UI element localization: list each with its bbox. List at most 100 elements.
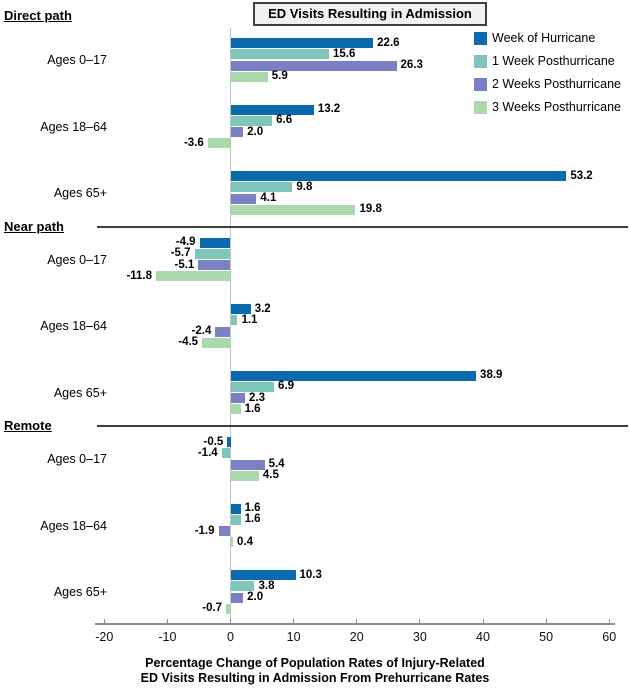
- bar: [226, 603, 231, 614]
- bar-value-label: 15.6: [332, 47, 356, 60]
- bar-value-label: 1.6: [244, 402, 261, 415]
- zero-baseline: [230, 28, 231, 624]
- bar-value-label: 1.1: [241, 313, 258, 326]
- bar: [230, 459, 265, 470]
- bar-value-label: -4.5: [178, 336, 199, 349]
- bar-value-label: 1.6: [244, 513, 261, 526]
- bar-value-label: -0.7: [202, 602, 223, 615]
- legend-swatch-icon: [474, 78, 487, 91]
- bar-value-label: 53.2: [570, 169, 593, 182]
- x-tick: [482, 619, 484, 624]
- age-label: Ages 0–17: [47, 452, 107, 466]
- section-divider-remote: [97, 425, 628, 427]
- age-label: Ages 18–64: [40, 518, 107, 533]
- bar: [230, 204, 356, 215]
- bar-value-label: -2.4: [191, 325, 212, 338]
- x-tick-label: 0: [227, 630, 234, 644]
- bar: [230, 381, 275, 392]
- bar: [230, 393, 246, 404]
- x-tick-label: 40: [476, 630, 490, 644]
- bar: [230, 127, 244, 138]
- bar-value-label: 22.6: [377, 36, 400, 49]
- legend-swatch-icon: [474, 55, 487, 68]
- age-label: Ages 65+: [53, 385, 107, 400]
- bar: [221, 448, 231, 459]
- bar-value-label: 9.8: [296, 180, 313, 193]
- bar-value-label: -5.7: [170, 247, 191, 260]
- bar-value-label: 1.6: [244, 502, 261, 514]
- x-tick: [419, 619, 421, 624]
- bar-value-label: 26.3: [400, 59, 423, 72]
- bar: [230, 49, 329, 60]
- x-tick-label: 20: [349, 630, 364, 644]
- bar: [230, 115, 273, 126]
- x-tick-label: 10: [286, 630, 301, 644]
- bar-value-label: 2.3: [249, 391, 266, 404]
- bar: [230, 537, 234, 548]
- x-tick: [356, 619, 358, 624]
- bar: [230, 193, 257, 204]
- x-tick: [545, 619, 547, 624]
- bar-value-label: 38.9: [480, 369, 503, 381]
- x-axis-title-line1: Percentage Change of Population Rates of…: [145, 656, 485, 670]
- bar: [230, 470, 259, 481]
- bar-value-label: 2.0: [247, 125, 264, 138]
- bar: [230, 304, 251, 314]
- x-tick-label: -20: [95, 630, 114, 644]
- legend: Week of Hurricane 1 Week Posthurricane 2 W…: [474, 31, 630, 151]
- section-divider-near-path: [97, 225, 628, 228]
- bar: [230, 592, 244, 603]
- bar: [198, 260, 231, 271]
- bar-value-label: -1.4: [197, 446, 218, 459]
- x-tick-label: 50: [539, 630, 554, 644]
- bar: [218, 526, 231, 537]
- bar-value-label: -5.1: [174, 258, 195, 271]
- bar-value-label: -3.6: [183, 136, 204, 149]
- bar-value-label: 6.6: [276, 114, 293, 127]
- bar: [156, 271, 231, 282]
- bar: [230, 71, 268, 82]
- bar: [230, 404, 241, 415]
- x-axis-title: Percentage Change of Population Rates of…: [0, 656, 630, 686]
- age-label: Ages 65+: [53, 186, 107, 200]
- bar: [230, 581, 255, 592]
- bar-value-label: 0.4: [237, 535, 254, 548]
- bar-value-label: 2.0: [247, 591, 264, 604]
- bar: [230, 503, 241, 514]
- age-label: Ages 65+: [53, 585, 107, 599]
- x-tick-label: 60: [602, 630, 617, 644]
- x-tick-label: 30: [412, 630, 427, 644]
- age-label: Ages 0–17: [47, 252, 107, 267]
- legend-label: 3 Weeks Posthurricane: [492, 100, 621, 114]
- bar: [230, 570, 296, 580]
- section-label-near-path: Near path: [4, 218, 64, 234]
- x-tick: [230, 619, 231, 624]
- bar-value-label: 6.9: [278, 380, 295, 393]
- bar-value-label: 19.8: [359, 203, 382, 216]
- age-label: Ages 0–17: [47, 53, 107, 67]
- bar-value-label: 4.1: [260, 192, 277, 205]
- age-label: Ages 18–64: [40, 119, 107, 134]
- bar-value-label: -11.8: [126, 269, 153, 282]
- bar: [230, 60, 397, 71]
- legend-label: 2 Weeks Posthurricane: [492, 77, 621, 91]
- bar-value-label: 10.3: [299, 568, 322, 581]
- legend-label: 1 Week Posthurricane: [492, 54, 615, 68]
- x-tick: [293, 619, 295, 624]
- bar-value-label: 5.9: [271, 70, 288, 83]
- section-label-direct-path: Direct path: [4, 8, 72, 23]
- bar-value-label: -0.5: [203, 435, 224, 448]
- bar-value-label: 3.2: [254, 302, 271, 315]
- section-label-remote: Remote: [4, 418, 52, 433]
- bar-value-label: -1.9: [194, 524, 215, 537]
- bar-value-label: 13.2: [317, 103, 341, 115]
- bar: [194, 248, 231, 259]
- bar-value-label: 3.8: [258, 579, 275, 592]
- x-tick: [103, 619, 105, 624]
- bar: [230, 315, 238, 326]
- bar: [215, 326, 231, 337]
- bar: [230, 370, 477, 381]
- legend-swatch-icon: [474, 32, 487, 45]
- x-tick: [608, 619, 610, 624]
- x-tick: [166, 619, 168, 624]
